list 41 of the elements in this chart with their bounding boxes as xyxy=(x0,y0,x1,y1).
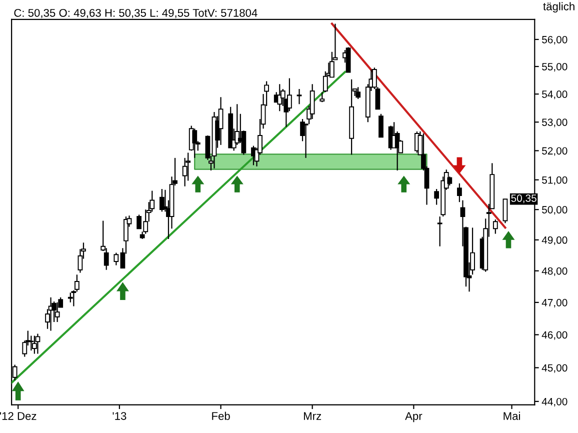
annotation: 50,35 xyxy=(511,194,536,204)
y-tick-label: 49,00 xyxy=(542,236,568,245)
x-tick-label: '13 xyxy=(112,412,126,420)
candlestick xyxy=(28,335,34,352)
candlestick xyxy=(35,333,40,354)
y-tick-label: 56,00 xyxy=(542,36,568,45)
candlestick xyxy=(54,302,60,323)
y-tick-label: 44,00 xyxy=(542,398,568,407)
x-tick-label: Mai xyxy=(504,412,520,420)
y-tick-label: 55,00 xyxy=(542,63,568,72)
x-tick-label: Feb xyxy=(212,412,230,420)
text: täglich xyxy=(543,2,574,13)
candlestick xyxy=(296,88,302,105)
y-tick-label: 52,00 xyxy=(542,147,568,156)
candlestick xyxy=(114,252,119,266)
x-tick-label: Apr xyxy=(405,412,422,422)
candlestick xyxy=(492,218,498,234)
candlestick xyxy=(356,86,361,100)
y-tick-label: 50,00 xyxy=(542,206,568,215)
y-tick-label: 46,00 xyxy=(542,331,568,340)
x-tick-label: '12 Dez xyxy=(0,412,36,420)
candlestick xyxy=(457,182,462,203)
y-tick-label: 51,00 xyxy=(542,176,568,185)
candlestick xyxy=(32,335,37,354)
y-tick-label: 48,00 xyxy=(542,267,568,276)
candlestick xyxy=(310,84,315,120)
candlestick xyxy=(437,216,442,247)
y-tick-label: 53,00 xyxy=(542,118,568,128)
candlestick xyxy=(502,198,508,224)
chart-title: C: 50,35 O: 49,63 H: 50,35 L: 49,55 TotV: 571804 xyxy=(14,8,258,18)
candlestick xyxy=(218,96,224,146)
candlestick xyxy=(378,113,384,138)
candlestick xyxy=(104,248,109,270)
y-tick-label: 45,00 xyxy=(542,364,568,373)
candlestick xyxy=(74,274,80,292)
candlestick xyxy=(192,128,198,158)
candlestick xyxy=(320,92,325,103)
y-tick-label: 54,00 xyxy=(542,90,568,100)
candlestick xyxy=(68,292,73,303)
y-tick-label: 47,00 xyxy=(542,298,568,308)
x-tick-label: Mrz xyxy=(304,412,322,420)
